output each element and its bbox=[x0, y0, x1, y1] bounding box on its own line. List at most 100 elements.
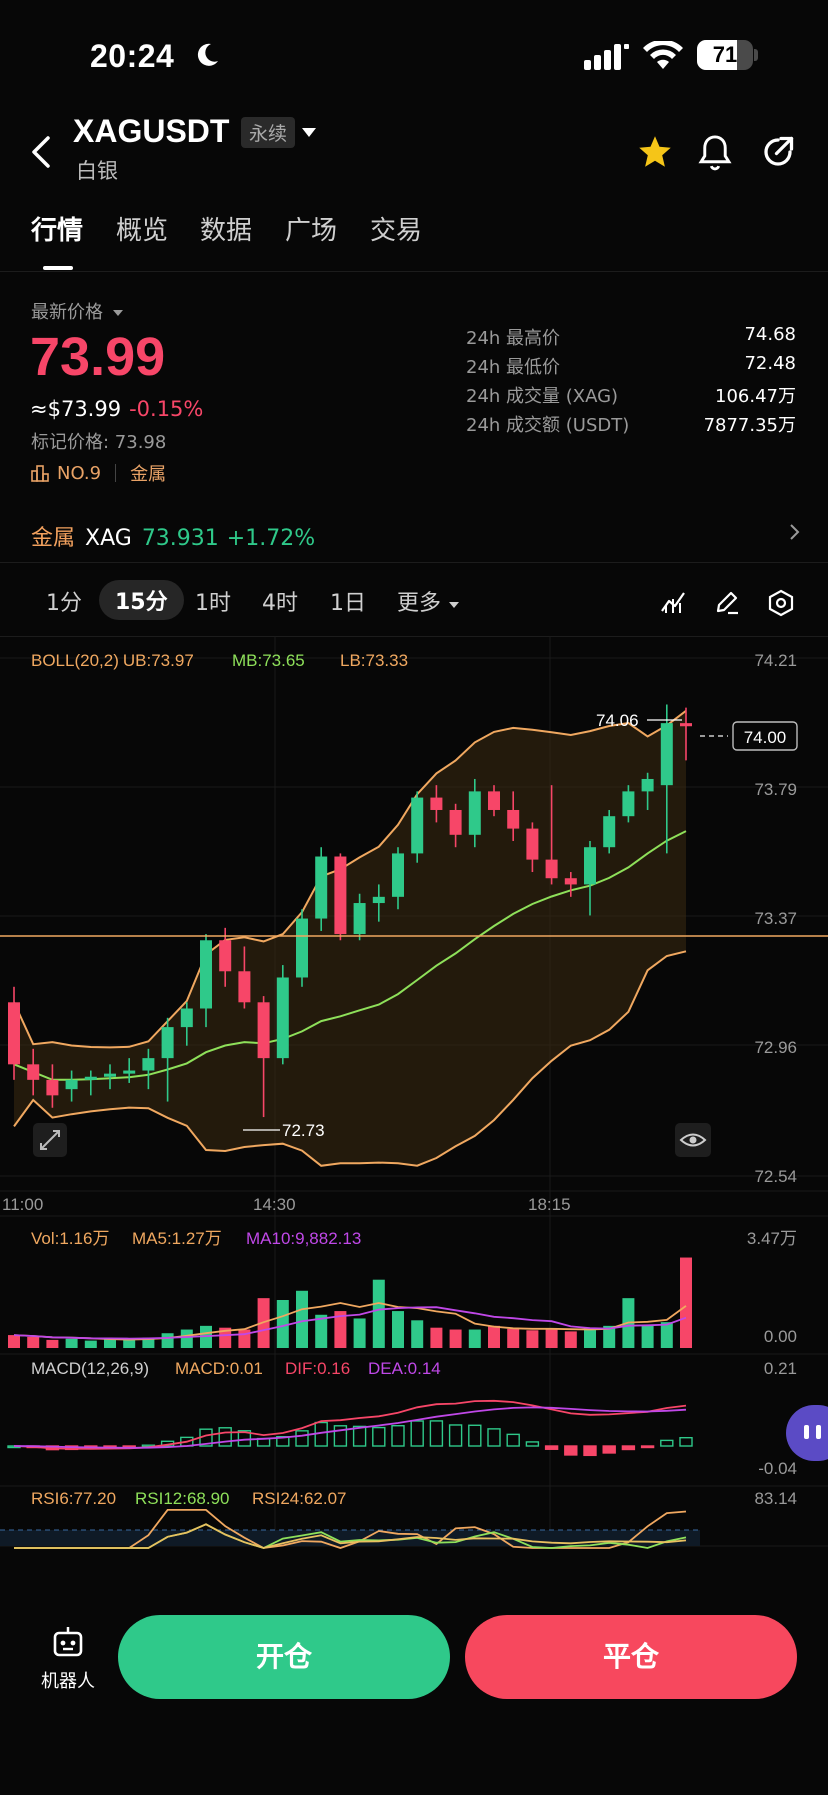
metal-index-row[interactable]: 金属 XAG 73.931 +1.72% bbox=[31, 520, 801, 552]
vol-axis-tick: 3.47万 bbox=[747, 1229, 797, 1248]
macd-axis-tick: -0.04 bbox=[758, 1459, 797, 1478]
pair-title[interactable]: XAGUSDT bbox=[73, 113, 230, 149]
candle bbox=[584, 841, 596, 916]
floating-assistant-handle[interactable] bbox=[786, 1405, 828, 1461]
price-axis-tick: 73.79 bbox=[754, 780, 797, 799]
boll-upper-line bbox=[13, 710, 687, 1049]
volume-bar bbox=[8, 1335, 20, 1348]
volume-bar bbox=[219, 1327, 232, 1348]
candle bbox=[660, 704, 673, 854]
tab-overview[interactable]: 概览 bbox=[116, 216, 169, 246]
interval-15m[interactable]: 15分 bbox=[99, 580, 184, 620]
macd-bar bbox=[564, 1445, 578, 1456]
bell-icon[interactable] bbox=[697, 134, 733, 172]
latest-price: 73.99 bbox=[30, 327, 166, 387]
candle bbox=[257, 996, 270, 1118]
svg-text:Vol:1.16万: Vol:1.16万 bbox=[31, 1229, 109, 1248]
candle bbox=[507, 791, 520, 842]
macd-dea-line bbox=[13, 1406, 687, 1449]
rsi12: RSI12:68.90 bbox=[135, 1489, 230, 1508]
expand-icon[interactable] bbox=[33, 1123, 67, 1157]
macd-bar bbox=[468, 1424, 482, 1447]
volume-bar bbox=[641, 1325, 654, 1348]
macd-bar bbox=[525, 1441, 540, 1447]
rank-category: 金属 bbox=[130, 464, 167, 485]
low-marker: 72.73 bbox=[282, 1121, 325, 1140]
vol-value: Vol:1.16万 bbox=[31, 1229, 109, 1248]
indicator-icon[interactable] bbox=[660, 589, 688, 615]
candle bbox=[180, 1002, 193, 1046]
svg-text:BOLL(20,2)UB:73.97: BOLL(20,2) UB:73.97 bbox=[31, 651, 194, 670]
candle bbox=[526, 822, 539, 873]
interval-bar: 1分 15分 1时 4时 1日 更多 bbox=[0, 577, 828, 629]
boll-title: BOLL(20,2) bbox=[31, 651, 119, 670]
interval-more[interactable]: 更多 bbox=[397, 585, 460, 617]
interval-1d[interactable]: 1日 bbox=[330, 591, 366, 616]
volume-bar bbox=[449, 1329, 462, 1348]
volume-bar bbox=[603, 1325, 616, 1348]
candle bbox=[161, 1017, 174, 1102]
time-axis-tick: 14:30 bbox=[253, 1195, 296, 1214]
usd-price: ≈$73.99 bbox=[30, 397, 122, 421]
rsi24: RSI24:62.07 bbox=[252, 1489, 347, 1508]
main-tabs: 行情 概览 数据 广场 交易 bbox=[0, 210, 828, 272]
macd-bar bbox=[640, 1445, 655, 1449]
price-axis-tick: 73.37 bbox=[754, 909, 797, 928]
candle bbox=[411, 791, 424, 863]
caret-down-icon bbox=[449, 602, 460, 608]
candle bbox=[430, 785, 443, 823]
settings-hex-icon[interactable] bbox=[768, 589, 794, 617]
caret-down-icon[interactable] bbox=[301, 127, 317, 139]
volume-bar bbox=[488, 1325, 500, 1348]
tab-trade[interactable]: 交易 bbox=[370, 216, 423, 246]
candle bbox=[8, 986, 20, 1080]
candles bbox=[8, 704, 692, 1118]
volume-bars bbox=[8, 1257, 692, 1348]
boll-ub: UB:73.97 bbox=[123, 651, 194, 670]
volume-bar bbox=[430, 1327, 443, 1348]
candle bbox=[315, 847, 328, 931]
interval-4h[interactable]: 4时 bbox=[262, 591, 298, 616]
star-favorite-icon[interactable] bbox=[637, 134, 673, 170]
candle bbox=[449, 803, 462, 848]
rsi-axis-tick: 83.14 bbox=[754, 1489, 797, 1508]
macd-bar bbox=[583, 1445, 597, 1457]
volume-bar bbox=[84, 1340, 97, 1348]
robot-icon bbox=[53, 1627, 83, 1657]
tab-data[interactable]: 数据 bbox=[200, 216, 253, 246]
tab-square[interactable]: 广场 bbox=[285, 216, 338, 246]
price-axis-tick: 72.96 bbox=[754, 1038, 797, 1057]
robot-button[interactable]: 机器人 bbox=[38, 1625, 98, 1693]
rsi-band bbox=[0, 1530, 700, 1546]
vol-ma5: MA5:1.27万 bbox=[132, 1229, 222, 1248]
vol-ma10-line bbox=[13, 1306, 687, 1340]
moon-icon bbox=[197, 43, 218, 66]
macd-bar bbox=[621, 1445, 636, 1451]
candle bbox=[468, 778, 481, 848]
bottom-action-bar: 机器人 开仓 平仓 bbox=[0, 1585, 828, 1795]
interval-1m[interactable]: 1分 bbox=[46, 591, 82, 616]
close-position-button[interactable]: 平仓 bbox=[465, 1615, 797, 1699]
rank-number: NO.9 bbox=[57, 462, 102, 484]
open-position-button[interactable]: 开仓 bbox=[118, 1615, 450, 1699]
pair-subtitle: 白银 bbox=[76, 159, 118, 183]
tab-market[interactable]: 行情 bbox=[31, 216, 84, 246]
candle bbox=[276, 965, 289, 1065]
volume-bar bbox=[315, 1314, 328, 1348]
latest-price-label[interactable]: 最新价格 bbox=[31, 298, 124, 324]
macd-bar bbox=[660, 1439, 674, 1447]
candle bbox=[334, 853, 347, 941]
eye-icon[interactable] bbox=[675, 1123, 711, 1157]
rank-row[interactable]: NO.9 金属 bbox=[31, 460, 166, 486]
candle bbox=[641, 772, 654, 810]
back-icon[interactable] bbox=[28, 132, 58, 172]
interval-1h[interactable]: 1时 bbox=[195, 591, 231, 616]
share-icon[interactable] bbox=[760, 134, 796, 170]
candle bbox=[84, 1070, 97, 1096]
volume-bar bbox=[392, 1311, 404, 1348]
macd-bar bbox=[410, 1420, 424, 1447]
kline-chart[interactable]: 74.00 74.06 72.73 BOLL(20,2) UB:73.97 MB:… bbox=[0, 636, 828, 1586]
candle bbox=[142, 1048, 155, 1090]
candle bbox=[488, 785, 500, 817]
draw-pencil-icon[interactable] bbox=[714, 589, 740, 615]
